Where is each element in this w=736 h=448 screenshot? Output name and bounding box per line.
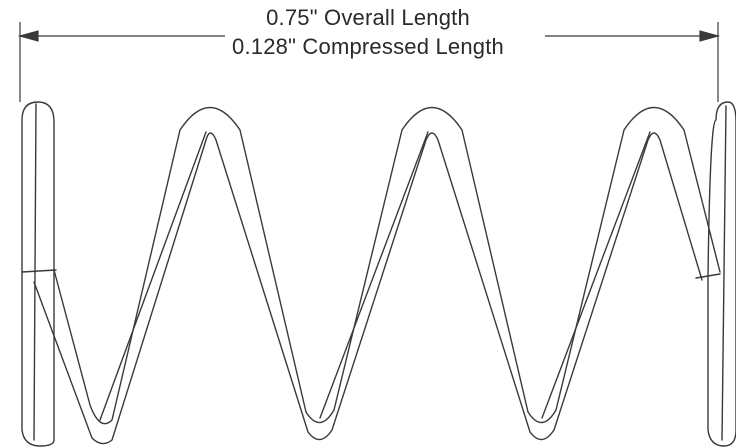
overall-length-label: 0.75" Overall Length [266, 5, 470, 30]
coil-outer-edge [53, 106, 721, 425]
coil-upper-return-1 [99, 131, 207, 421]
coil-upper-return-3 [541, 131, 651, 419]
compression-spring [21, 101, 736, 447]
left-end-coil [21, 101, 55, 447]
coil-inner-edge [33, 132, 703, 445]
right-end-coil-inner [721, 105, 727, 441]
right-end-coil [707, 101, 736, 447]
overall-length-dimension [17, 22, 721, 102]
left-end-seam [21, 269, 57, 273]
left-arrowhead [17, 30, 39, 42]
coil-upper-return-2 [319, 131, 429, 419]
right-end-seam [695, 273, 721, 279]
compressed-length-label: 0.128" Compressed Length [232, 34, 504, 59]
right-arrowhead [699, 30, 721, 42]
left-end-coil-inner [33, 103, 37, 441]
